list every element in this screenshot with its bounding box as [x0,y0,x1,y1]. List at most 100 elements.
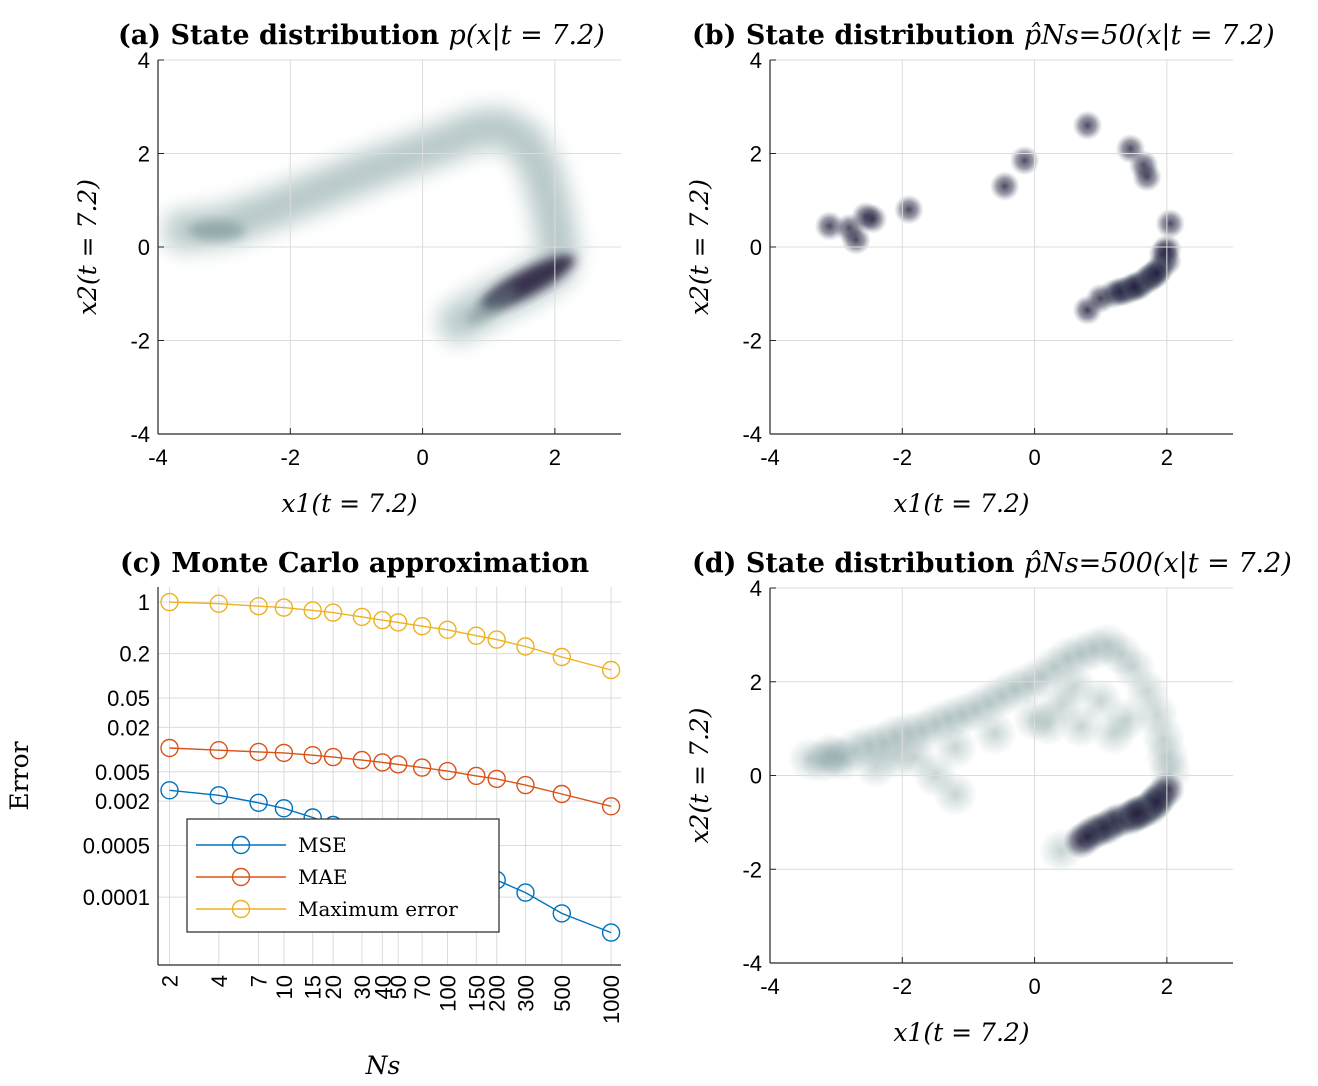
y-tick-label: 0.2 [119,642,150,667]
data-point [467,766,486,786]
y-tick-label: -4 [130,422,150,447]
y-tick-label: 4 [750,48,762,73]
legend: MSE MAE Maximum error [186,818,500,933]
data-point [552,647,571,667]
x-tick-label: 150 [464,975,489,1012]
data-point [389,755,408,774]
y-tick-label: -4 [742,422,762,447]
x-tick-label: 0 [416,445,428,470]
legend-label: MAE [298,865,348,889]
sample-blob [873,734,918,779]
x-tick-label: 20 [321,975,346,999]
data-point [438,761,457,781]
x-tick-label: 50 [386,975,411,999]
x-tick-label: 0 [1028,974,1040,999]
x-tick-label: -4 [148,445,168,470]
data-point [209,594,229,613]
data-point [516,883,535,902]
legend-label: MSE [298,833,347,857]
y-tick-label: 1 [138,590,150,615]
data-point [249,597,268,616]
sample-blob [1091,711,1136,756]
y-axis-label: Error [5,741,34,810]
y-tick-label: 2 [750,670,762,695]
title-panel-d: (d) State distribution p̂Ns=500(x|t = 7.… [692,548,1292,579]
x-tick-label: 10 [272,975,297,999]
data-point [601,797,621,816]
y-tick-label: 0.02 [107,715,150,740]
data-point [249,793,268,812]
legend-marker [231,867,251,887]
data-point [601,660,621,680]
data-point [487,630,506,649]
sample-blob [1119,795,1156,831]
x-tick-label: 2 [549,445,561,470]
sample-blob [1141,257,1172,288]
density-layer [814,110,1186,326]
x-tick-label: 15 [301,975,326,999]
data-point [352,607,372,627]
data-point [352,750,372,770]
x-tick-label: 2 [1161,974,1173,999]
x-tick-label: -4 [760,445,780,470]
data-point [516,775,535,795]
legend-box [186,818,500,933]
title-panel-c: (c) Monte Carlo approximation [120,548,589,579]
title-panel-b: (b) State distribution p̂Ns=50(x|t = 7.2… [692,20,1275,51]
y-tick-label: 0.05 [107,686,150,711]
x-tick-label: 300 [514,975,539,1012]
data-point [552,784,571,804]
x-tick-label: -2 [281,445,301,470]
data-point [209,741,229,760]
series-line-maximum-error [169,601,612,671]
x-tick-label: 500 [550,975,575,1012]
y-tick-label: 0 [750,764,762,789]
data-point [160,781,179,800]
data-point [160,738,179,758]
legend-marker [231,899,251,919]
data-point [323,747,343,767]
data-point [487,769,506,789]
sample-blob [1132,161,1162,192]
data-point [373,753,392,772]
y-axis-label: x2(t = 7.2) [685,179,714,315]
density-layer [787,622,1193,873]
data-point [274,799,294,818]
y-tick-label: 0 [750,235,762,260]
data-point [303,601,322,620]
x-tick-label: 30 [350,975,375,999]
y-tick-label: 4 [138,48,150,73]
data-point [552,904,571,923]
data-point [467,626,486,645]
data-point [274,598,294,617]
y-tick-label: 0 [138,235,150,260]
density-lower-tail [466,286,518,325]
sample-blob [1155,208,1186,239]
x-tick-label: -4 [760,974,780,999]
y-axis-label: x2(t = 7.2) [685,707,714,843]
y-tick-label: 0.0001 [83,885,150,910]
y-tick-label: -4 [742,951,762,976]
y-tick-label: 2 [750,142,762,167]
data-point [412,617,432,636]
panel-a: -4 -2 0 2 -4 -2 0 2 4 x1(t = 7.2) x2(t = 7.2) [73,48,621,518]
data-point [389,613,408,632]
y-tick-label: 0.002 [95,789,150,814]
x-tick-label: 0 [1028,445,1040,470]
x-tick-label: 40 [370,975,395,999]
sample-blob [989,171,1020,202]
legend-label: Maximum error [298,897,458,921]
series-line-mae [169,747,612,807]
data-point [601,923,621,942]
panel-d: -4 -2 0 2 -4 -2 0 2 4 x1(t = 7.2) x2(t = 7.2) [685,576,1233,1047]
sample-blob [841,225,871,255]
data-point [373,610,392,630]
data-point [160,592,179,612]
sample-blob [1009,145,1040,176]
data-point [274,743,294,763]
data-point [323,603,343,622]
density-tail [189,220,246,241]
x-tick-label: 4 [207,975,232,987]
y-tick-label: -2 [130,329,150,354]
